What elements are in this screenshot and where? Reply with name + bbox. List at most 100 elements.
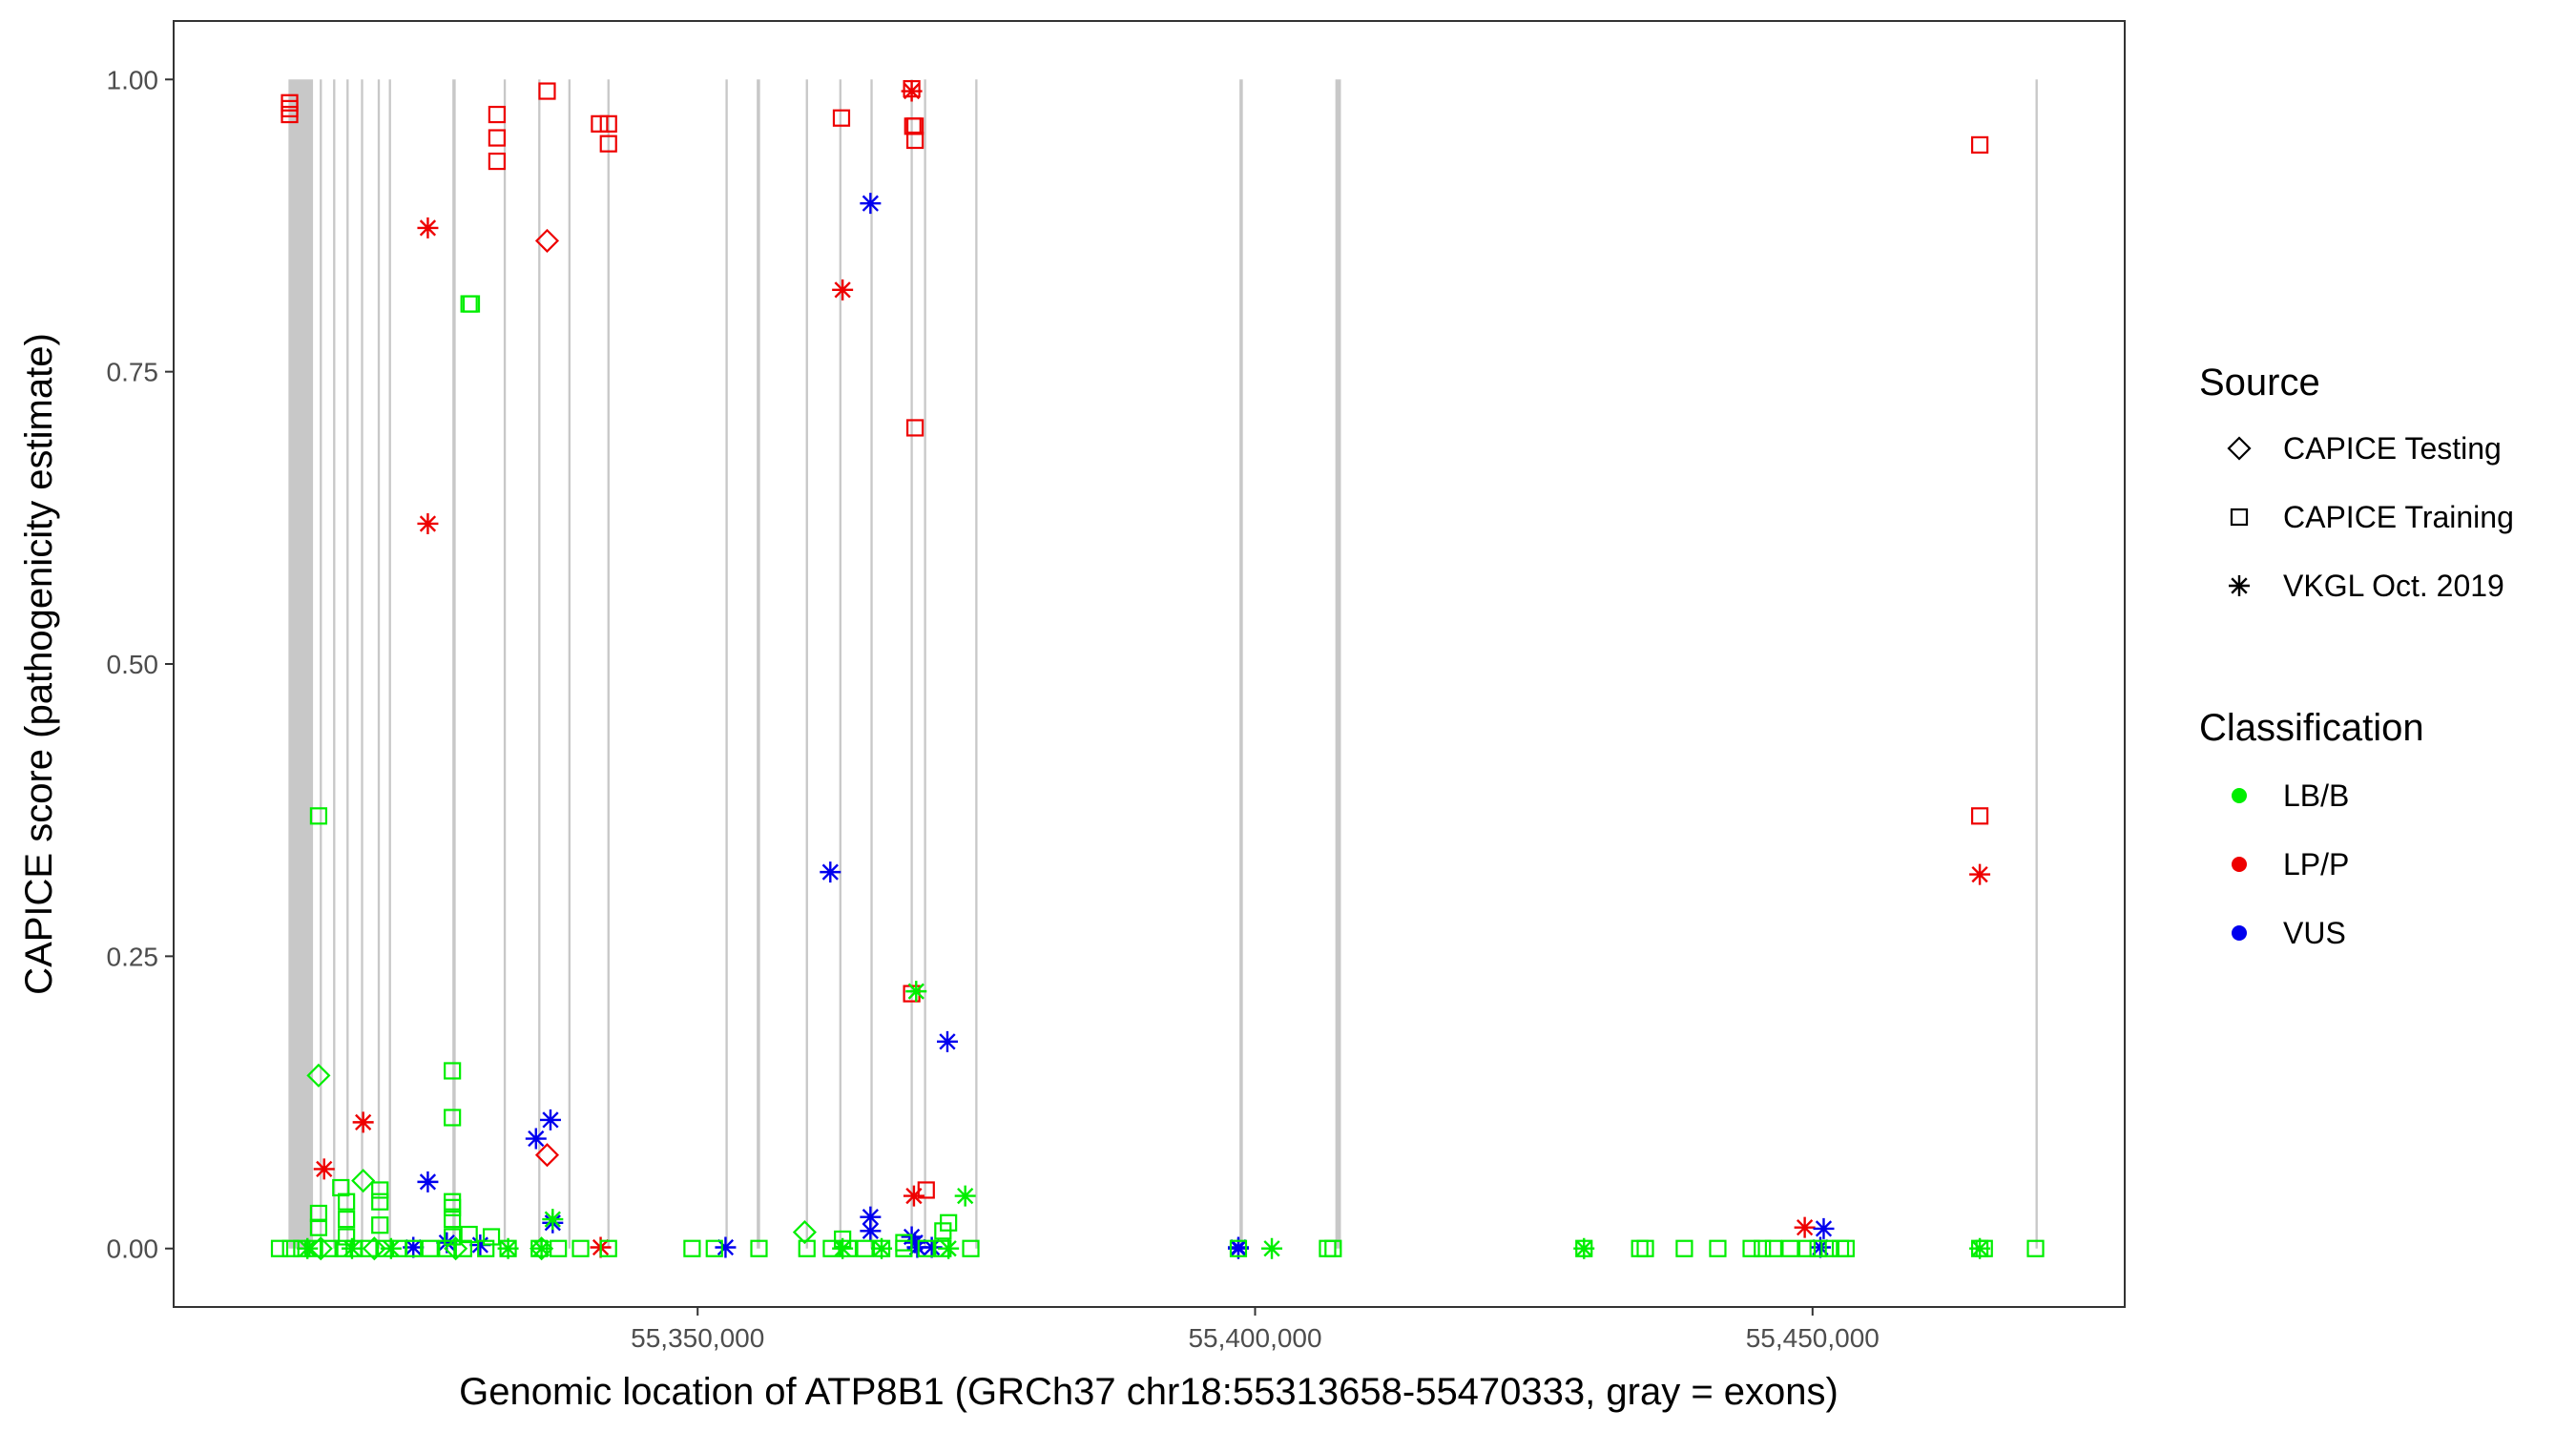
data-point [338, 1210, 356, 1229]
exon-band [2035, 79, 2038, 1249]
data-point [1319, 1239, 1337, 1257]
data-point [321, 1239, 339, 1257]
data-point [1573, 1237, 1595, 1259]
data-point [380, 1237, 402, 1259]
exon-band [320, 79, 322, 1249]
data-point [482, 1228, 501, 1246]
data-point [901, 80, 923, 102]
data-point [338, 1192, 356, 1211]
data-point [904, 1232, 926, 1254]
data-point [683, 1239, 701, 1257]
data-point [542, 1209, 564, 1231]
legend-source-key [2229, 575, 2250, 596]
data-point [1764, 1239, 1783, 1257]
data-point [539, 1109, 561, 1130]
data-point [309, 1218, 328, 1236]
exon-band [388, 79, 391, 1249]
data-point [352, 1111, 374, 1133]
legend-class-label: VUS [2283, 916, 2346, 950]
y-tick-label: 0.25 [107, 942, 159, 971]
data-point [936, 1030, 958, 1052]
data-point [856, 1239, 874, 1257]
x-tick-label: 55,450,000 [1746, 1323, 1880, 1353]
exon-band [538, 79, 541, 1249]
exon-band [1239, 79, 1243, 1249]
data-point [477, 1239, 495, 1257]
data-point [820, 861, 841, 883]
y-tick-label: 0.75 [107, 358, 159, 387]
data-point [417, 512, 439, 534]
exon-band [568, 79, 571, 1249]
data-point [297, 1237, 319, 1259]
data-point [1636, 1239, 1654, 1257]
data-point [444, 1062, 462, 1080]
exon-band [910, 79, 913, 1249]
data-point [599, 1239, 617, 1257]
exon-band [377, 79, 381, 1249]
data-point [895, 1239, 913, 1257]
data-point [705, 1239, 723, 1257]
data-point [962, 1239, 980, 1257]
exon-band [725, 79, 728, 1249]
data-point [860, 193, 882, 215]
data-point [371, 1192, 389, 1211]
data-point [308, 1236, 333, 1261]
y-tick-label: 0.50 [107, 650, 159, 679]
data-point [591, 114, 609, 133]
data-point [1709, 1239, 1727, 1257]
data-point [906, 1236, 928, 1258]
data-point [454, 1239, 472, 1257]
legend: Source CAPICE Testing CAPICE Training VKGL… [2199, 362, 2514, 950]
exon-band [839, 79, 841, 1249]
legend-classification-title: Classification [2199, 707, 2424, 749]
data-point [832, 1237, 854, 1259]
data-point [309, 807, 328, 825]
exon-bands [288, 79, 2038, 1249]
data-point [1797, 1239, 1817, 1257]
data-point [341, 1237, 363, 1259]
data-point [497, 1237, 519, 1259]
data-point [832, 279, 854, 301]
data-point [917, 1239, 935, 1257]
data-point [905, 117, 924, 135]
legend-class-key [2232, 925, 2247, 941]
data-point [1831, 1239, 1850, 1257]
exon-band [607, 79, 610, 1249]
data-point [417, 217, 439, 238]
data-point [938, 1237, 960, 1259]
data-point [351, 1169, 376, 1193]
data-point [1229, 1239, 1248, 1257]
data-point [405, 1239, 423, 1257]
data-point [1970, 135, 1989, 154]
data-point [1631, 1239, 1649, 1257]
data-point [444, 1210, 462, 1229]
exon-band [503, 79, 507, 1249]
data-point [417, 1171, 439, 1192]
legend-class-label: LP/P [2283, 847, 2349, 881]
data-point [488, 152, 506, 171]
legend-class-label: LB/B [2283, 778, 2349, 813]
legend-source-label: CAPICE Testing [2283, 431, 2502, 466]
data-point [444, 1109, 462, 1127]
data-point [860, 1220, 882, 1242]
legend-source-key [2227, 436, 2252, 461]
data-point [309, 1204, 328, 1223]
data-point [905, 981, 927, 1003]
exon-band [333, 79, 336, 1249]
data-point [921, 1236, 943, 1258]
data-point [462, 295, 481, 313]
data-point [534, 1143, 560, 1168]
exon-band [757, 79, 760, 1249]
legend-source-label: CAPICE Training [2283, 500, 2514, 534]
data-point [280, 105, 299, 124]
data-point [905, 419, 924, 437]
data-point [1675, 1239, 1693, 1257]
x-axis: 55,350,000 55,400,000 55,450,000 [631, 1307, 1880, 1353]
data-point [954, 1185, 976, 1207]
plot-panel-border [173, 20, 2126, 1308]
x-tick-label: 55,400,000 [1188, 1323, 1321, 1353]
y-axis-title: CAPICE score (pathogenicity estimate) [18, 333, 60, 995]
data-point [599, 114, 617, 133]
legend-source-label: VKGL Oct. 2019 [2283, 569, 2504, 603]
data-point [860, 1206, 882, 1228]
